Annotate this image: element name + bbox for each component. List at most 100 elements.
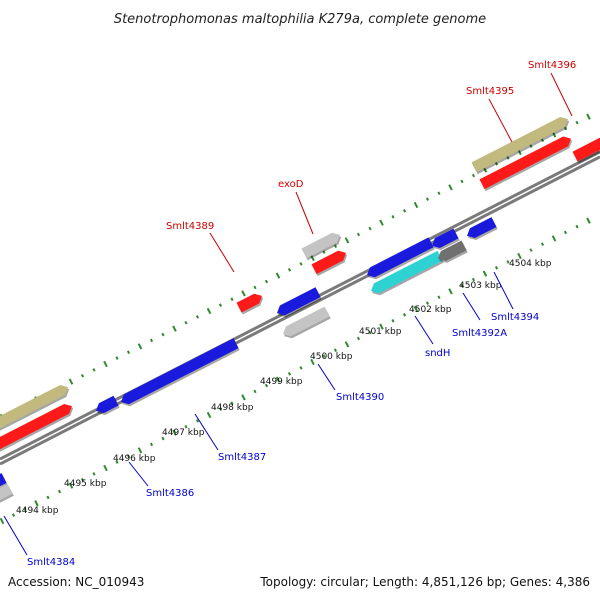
- gene-label-text[interactable]: Smlt4387: [218, 452, 266, 463]
- reverse-gene-label[interactable]: Smlt4384: [3, 515, 75, 568]
- reverse-gene-label[interactable]: Smlt4394: [491, 271, 539, 323]
- tick-mark: [126, 350, 131, 354]
- ruler-label: 4502 kbp: [409, 305, 452, 315]
- gene-label-text[interactable]: Smlt4396: [528, 60, 576, 71]
- tick-mark: [137, 447, 143, 454]
- gene-label-text[interactable]: exoD: [278, 179, 304, 190]
- tick-mark: [517, 252, 522, 260]
- tick-mark: [161, 436, 165, 441]
- tick-mark: [80, 373, 85, 378]
- forward-gene-label[interactable]: Smlt4395: [466, 86, 514, 143]
- tick-mark: [115, 356, 119, 360]
- tick-mark: [149, 442, 154, 447]
- tick-mark: [149, 338, 154, 343]
- label-leader-line: [493, 271, 514, 310]
- label-leader-line: [194, 413, 219, 451]
- gene-body: [121, 338, 239, 405]
- tick-mark: [287, 371, 292, 376]
- gene-body: [96, 395, 119, 414]
- tick-mark: [586, 217, 591, 224]
- tick-mark: [482, 270, 488, 277]
- tick-mark: [322, 250, 326, 254]
- label-leader-line: [488, 98, 513, 143]
- tick-mark: [310, 254, 315, 262]
- ruler-label: 4501 kbp: [359, 327, 402, 337]
- gene-label-text[interactable]: Smlt4392A: [452, 328, 507, 339]
- tick-mark: [506, 156, 510, 160]
- gene-label-text[interactable]: Smlt4390: [336, 392, 384, 403]
- label-leader-line: [317, 363, 336, 391]
- tick-mark: [92, 368, 96, 372]
- tick-mark: [218, 407, 223, 411]
- tick-mark: [253, 389, 257, 394]
- tick-mark: [540, 242, 545, 247]
- ruler-label: 4503 kbp: [459, 281, 502, 291]
- tick-mark: [68, 482, 74, 489]
- tick-mark: [322, 354, 326, 358]
- ruler-label: 4494 kbp: [16, 506, 59, 516]
- gene-label-text[interactable]: Smlt4395: [466, 86, 514, 97]
- label-leader-line: [209, 232, 235, 273]
- ruler-label: 4499 kbp: [260, 377, 303, 387]
- ruler-label: 4504 kbp: [509, 259, 552, 269]
- tick-mark: [368, 330, 372, 335]
- reverse-gene-label[interactable]: sndH: [414, 315, 450, 359]
- gene-body: [438, 240, 467, 261]
- tick-mark: [92, 472, 96, 476]
- reverse-gene-label[interactable]: Smlt4390: [317, 363, 384, 403]
- tick-mark: [471, 277, 476, 282]
- tick-mark: [448, 288, 453, 295]
- tick-mark: [11, 513, 16, 517]
- gene-label-text[interactable]: Smlt4384: [27, 557, 75, 568]
- tick-mark: [115, 460, 119, 464]
- tick-mark: [264, 383, 269, 388]
- gene-khaki-left: [0, 385, 70, 431]
- reverse-gene-label[interactable]: Smlt4386: [128, 461, 194, 499]
- gene-red-smlt4389: [236, 293, 264, 315]
- backbone-strand-inner: [0, 155, 600, 466]
- tick-mark: [206, 307, 212, 315]
- tick-mark: [0, 517, 5, 525]
- tick-mark: [241, 290, 246, 297]
- gene-darkgrey-smlt4392A: [438, 240, 468, 263]
- tick-mark: [57, 489, 62, 494]
- gene-blue-2: [367, 237, 435, 280]
- tick-mark: [299, 262, 303, 266]
- tick-mark: [471, 173, 476, 178]
- tick-mark: [448, 184, 453, 191]
- tick-mark: [356, 232, 361, 237]
- forward-gene-label[interactable]: exoD: [278, 179, 314, 235]
- tick-mark: [586, 113, 591, 120]
- reverse-gene-label[interactable]: Smlt4392A: [452, 292, 507, 339]
- gene-label-text[interactable]: Smlt4389: [166, 221, 214, 232]
- tick-mark: [563, 126, 568, 131]
- tick-mark: [379, 219, 384, 226]
- forward-gene-label[interactable]: Smlt4389: [166, 221, 235, 273]
- tick-mark: [391, 214, 395, 219]
- forward-gene-label[interactable]: Smlt4396: [528, 60, 576, 117]
- tick-mark: [195, 315, 200, 319]
- gene-label-text[interactable]: Smlt4394: [491, 312, 539, 323]
- gene-body: [0, 473, 7, 487]
- tick-mark: [23, 507, 27, 511]
- tick-mark: [137, 343, 143, 350]
- tick-mark: [299, 366, 303, 370]
- tick-mark: [391, 318, 395, 323]
- label-leader-line: [462, 292, 481, 321]
- tick-mark: [425, 301, 430, 305]
- gene-blue-3: [432, 228, 460, 250]
- tick-mark: [460, 283, 464, 288]
- tick-mark: [195, 419, 200, 423]
- tick-mark: [230, 401, 234, 406]
- gene-red-smlt4395: [479, 136, 573, 192]
- tick-mark: [379, 323, 384, 330]
- tick-mark: [103, 464, 108, 472]
- gene-body: [432, 228, 459, 248]
- ruler-label: 4500 kbp: [310, 352, 353, 362]
- gene-label-text[interactable]: sndH: [425, 348, 450, 359]
- ruler-label: 4495 kbp: [64, 479, 107, 489]
- reverse-gene-label[interactable]: Smlt4387: [194, 413, 266, 463]
- tick-mark: [437, 191, 441, 196]
- gene-body: [572, 137, 600, 162]
- gene-label-text[interactable]: Smlt4386: [146, 488, 194, 499]
